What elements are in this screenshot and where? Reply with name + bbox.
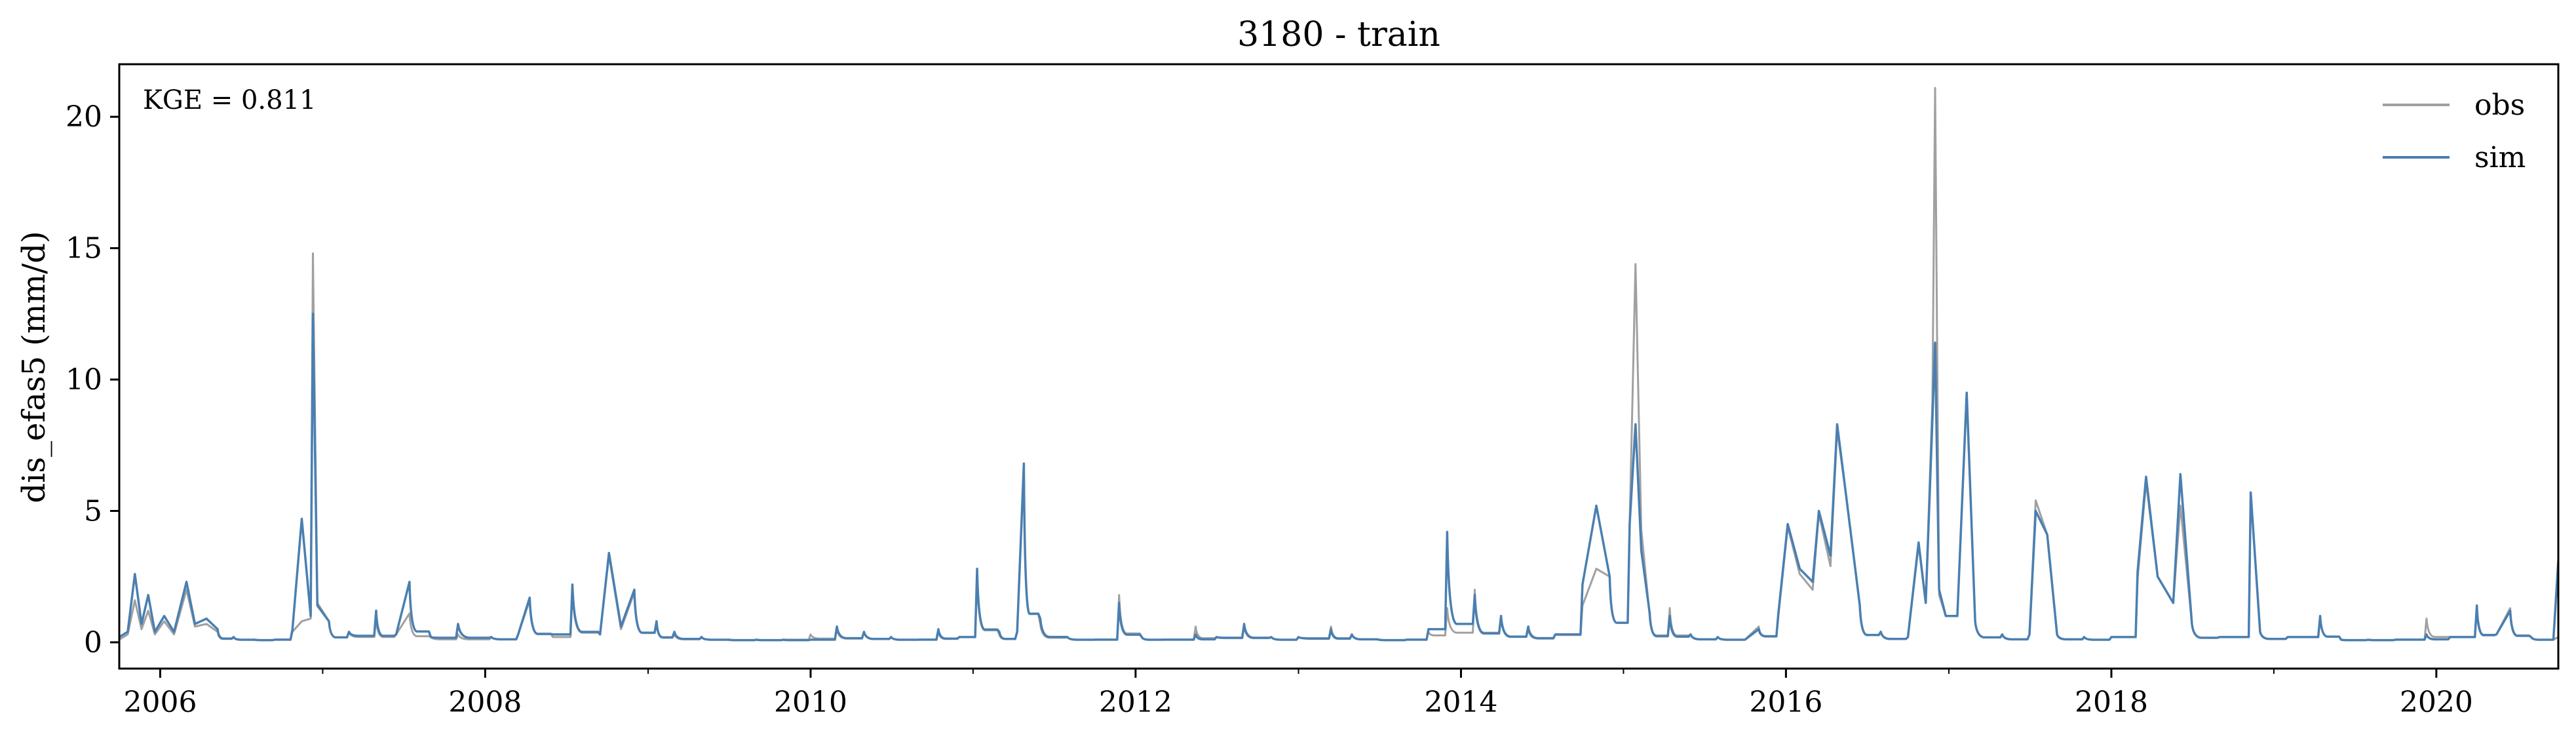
plot-area xyxy=(119,87,2558,642)
legend: obs sim xyxy=(2383,88,2526,174)
legend-label-obs: obs xyxy=(2474,88,2525,122)
kge-annotation: KGE = 0.811 xyxy=(143,85,317,115)
plot-frame xyxy=(118,63,2560,670)
y-tick-label: 15 xyxy=(66,232,102,265)
x-tick-label: 2020 xyxy=(2400,686,2473,719)
x-tick-label: 2014 xyxy=(1424,686,1497,719)
x-tick-label: 2010 xyxy=(774,686,847,719)
x-tick-label: 2012 xyxy=(1099,686,1172,719)
y-tick-label: 10 xyxy=(66,363,102,397)
series-line-obs xyxy=(119,87,2558,642)
y-tick-label: 0 xyxy=(84,626,102,659)
y-axis-label: dis_efas5 (mm/d) xyxy=(16,231,52,503)
x-tick-label: 2016 xyxy=(1749,686,1822,719)
x-tick-label: 2006 xyxy=(124,686,197,719)
y-axis: 0 5 10 15 20 xyxy=(66,100,119,659)
legend-label-sim: sim xyxy=(2474,141,2526,174)
series-group xyxy=(119,87,2558,642)
y-tick-label: 20 xyxy=(66,100,102,134)
series-line-sim xyxy=(119,313,2558,642)
x-tick-label: 2018 xyxy=(2075,686,2148,719)
y-tick-label: 5 xyxy=(84,494,102,528)
x-axis: 2006 2008 2010 2012 2014 2016 2018 2020 xyxy=(124,669,2473,719)
chart-title: 3180 - train xyxy=(1237,15,1440,54)
x-tick-label: 2008 xyxy=(448,686,522,719)
